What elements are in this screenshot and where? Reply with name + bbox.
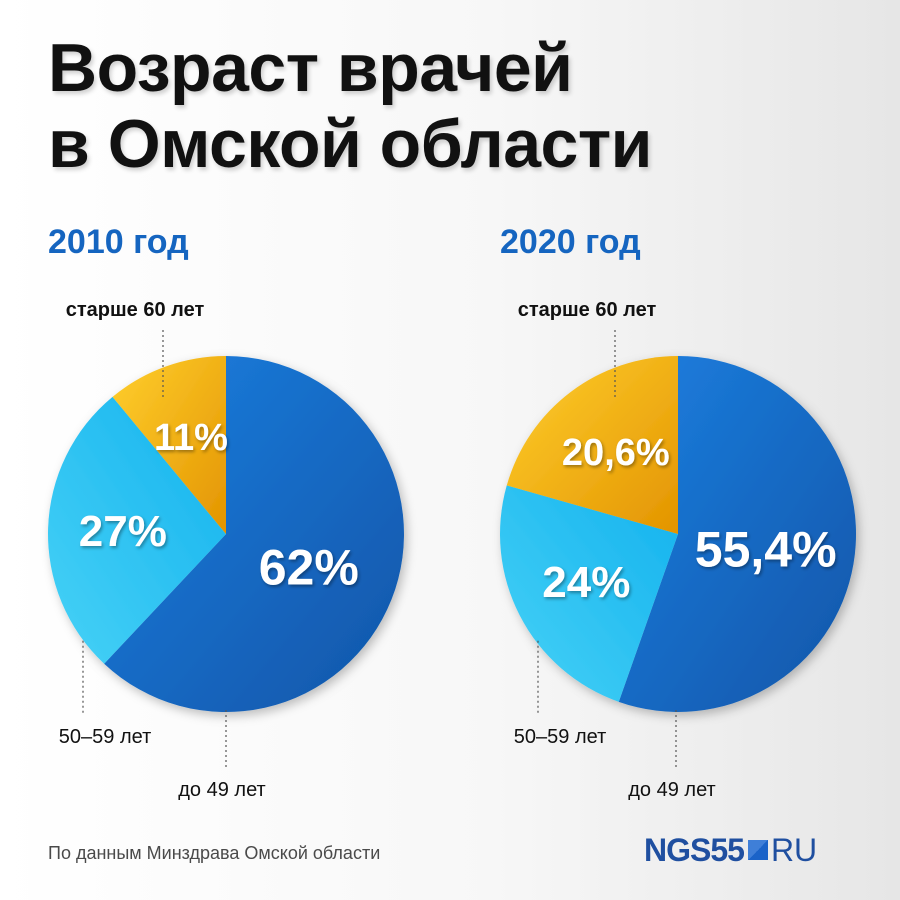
pie-slice-under-49 (618, 356, 857, 712)
category-label-50-59: 50–59 лет (59, 726, 151, 748)
category-label-over-60: старше 60 лет (518, 299, 657, 321)
logo-square-icon (747, 840, 768, 860)
value-label-under-49: 55,4% (695, 522, 837, 578)
pie-slice-50-59 (47, 396, 226, 664)
ngs55-logo[interactable]: NGS55 RU (644, 830, 817, 870)
pie-slices (47, 356, 404, 712)
value-label-under-49: 62% (259, 539, 359, 595)
pie-slice-over-60 (506, 356, 678, 534)
chart-title-2010: 2010 год (48, 223, 189, 261)
pie-2020: 55,4% 24% 20,6% до 49 лет 50–59 лет старше 60… (500, 299, 857, 801)
category-label-50-59: 50–59 лет (514, 726, 606, 748)
chart-title-2020: 2020 год (500, 223, 641, 261)
page-title: Возраст врачей в Омской области (48, 30, 868, 182)
value-label-50-59: 27% (79, 507, 167, 556)
category-label-under-49: до 49 лет (628, 779, 715, 801)
title-line-1: Возраст врачей (48, 30, 573, 106)
logo-suffix: RU (770, 831, 818, 868)
value-label-over-60: 11% (154, 417, 228, 459)
logo-main: NGS55 (644, 831, 745, 868)
value-label-50-59: 24% (542, 558, 630, 607)
category-label-under-49: до 49 лет (178, 779, 265, 801)
pie-slices (500, 356, 857, 712)
title-line-2: в Омской области (48, 106, 652, 182)
pie-2010: 62% 27% 11% до 49 лет 50–59 лет старше 60 лет (47, 299, 404, 801)
category-label-over-60: старше 60 лет (66, 299, 205, 321)
pie-slice-under-49 (104, 356, 404, 712)
source-note: По данным Минздрава Омской области (48, 843, 381, 863)
pie-slice-50-59 (500, 485, 678, 702)
value-label-over-60: 20,6% (562, 432, 670, 474)
pie-slice-over-60 (112, 356, 226, 534)
